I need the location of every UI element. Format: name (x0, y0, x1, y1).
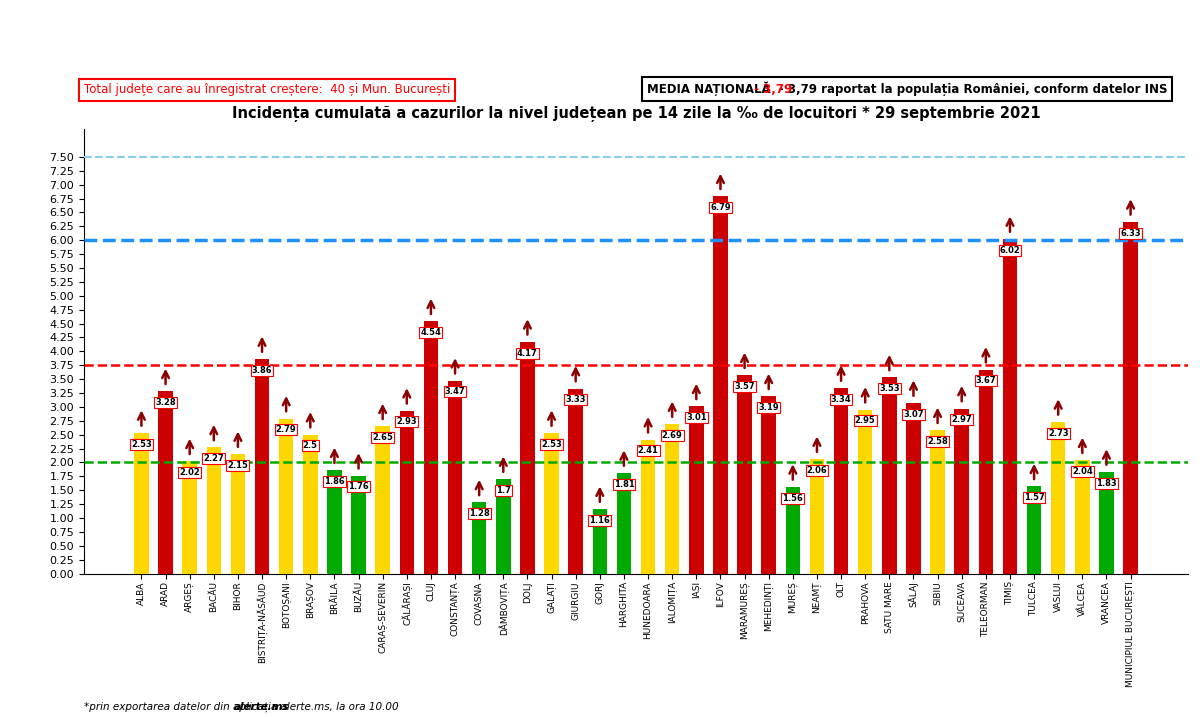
Text: 2.65: 2.65 (372, 433, 394, 442)
Bar (569, 389, 583, 574)
Bar (134, 433, 149, 574)
Bar (689, 407, 703, 574)
Text: 2.58: 2.58 (928, 437, 948, 446)
Bar (424, 321, 438, 574)
Bar (882, 377, 896, 574)
Bar (617, 473, 631, 574)
Bar (978, 370, 994, 574)
Text: 1.76: 1.76 (348, 483, 368, 491)
Text: 2.15: 2.15 (228, 461, 248, 470)
Bar (278, 419, 294, 574)
Text: 1.81: 1.81 (613, 480, 635, 489)
Text: *prin exportarea datelor din aplicația alerte.ms, la ora 10.00: *prin exportarea datelor din aplicația a… (84, 702, 398, 712)
Text: 3.67: 3.67 (976, 376, 996, 385)
Bar (545, 433, 559, 574)
Text: 2.73: 2.73 (1048, 429, 1068, 437)
Text: 2.79: 2.79 (276, 425, 296, 435)
Text: 2.04: 2.04 (1072, 467, 1093, 476)
Text: 6.33: 6.33 (1121, 229, 1141, 237)
Text: 1.7: 1.7 (496, 486, 511, 495)
Bar (1051, 422, 1066, 574)
Text: 3.57: 3.57 (734, 382, 755, 391)
Text: 2.93: 2.93 (396, 417, 418, 427)
Bar (906, 403, 920, 574)
Bar (400, 411, 414, 574)
Bar (593, 509, 607, 574)
Text: 2.27: 2.27 (204, 454, 224, 463)
Text: 1.16: 1.16 (589, 516, 611, 525)
Bar (665, 424, 679, 574)
Bar (1099, 472, 1114, 574)
Text: 1.28: 1.28 (469, 509, 490, 518)
Text: 3.07: 3.07 (904, 409, 924, 419)
Bar (472, 503, 486, 574)
Text: 2.41: 2.41 (637, 447, 659, 455)
Text: Total județe care au înregistrat creștere:  40 și Mun. București: Total județe care au înregistrat creșter… (84, 83, 450, 97)
Text: 4.54: 4.54 (420, 328, 442, 337)
Text: - 3,79: - 3,79 (750, 83, 792, 97)
Text: MEDIA NAȚIONALĂ  - 3,79 raportat la populația României, conform datelor INS: MEDIA NAȚIONALĂ - 3,79 raportat la popul… (647, 82, 1168, 97)
Text: 3.86: 3.86 (252, 366, 272, 375)
Bar (641, 440, 655, 574)
Text: alerte.ms: alerte.ms (234, 702, 289, 712)
Bar (786, 487, 800, 574)
Text: 1.83: 1.83 (1096, 478, 1117, 488)
Bar (254, 359, 269, 574)
Bar (834, 388, 848, 574)
Bar (158, 391, 173, 574)
Bar (1075, 460, 1090, 574)
Bar (1123, 222, 1138, 574)
Text: 2.53: 2.53 (131, 440, 151, 449)
Bar (520, 342, 535, 574)
Text: 2.69: 2.69 (662, 431, 683, 440)
Text: 3.33: 3.33 (565, 395, 586, 404)
Text: 2.5: 2.5 (302, 442, 318, 450)
Text: 2.97: 2.97 (952, 415, 972, 424)
Bar (376, 427, 390, 574)
Bar (182, 461, 197, 574)
Bar (930, 430, 944, 574)
Text: 6.79: 6.79 (710, 203, 731, 212)
Bar (737, 375, 752, 574)
Text: 2.53: 2.53 (541, 440, 562, 449)
Text: 3.01: 3.01 (686, 413, 707, 422)
Text: 1.86: 1.86 (324, 477, 344, 486)
Text: 3.53: 3.53 (880, 384, 900, 393)
Text: 2.06: 2.06 (806, 466, 827, 475)
Text: 1.56: 1.56 (782, 493, 803, 503)
Bar (496, 479, 510, 574)
Title: Incidența cumulată a cazurilor la nivel județean pe 14 zile la ‰ de locuitori * : Incidența cumulată a cazurilor la nivel … (232, 106, 1040, 122)
Bar (1003, 239, 1018, 574)
Bar (1027, 486, 1042, 574)
Bar (713, 196, 727, 574)
Bar (206, 447, 221, 574)
Bar (352, 476, 366, 574)
Bar (762, 397, 776, 574)
Bar (810, 459, 824, 574)
Bar (304, 435, 318, 574)
Text: 3.34: 3.34 (830, 394, 851, 404)
Text: 6.02: 6.02 (1000, 246, 1020, 255)
Text: 3.19: 3.19 (758, 403, 779, 412)
Text: 2.02: 2.02 (179, 468, 200, 477)
Text: 2.95: 2.95 (854, 417, 876, 425)
Bar (230, 454, 245, 574)
Text: 1.57: 1.57 (1024, 493, 1044, 502)
Bar (448, 381, 462, 574)
Text: 3.28: 3.28 (155, 398, 176, 407)
Bar (328, 470, 342, 574)
Text: 4.17: 4.17 (517, 348, 538, 358)
Bar (858, 409, 872, 574)
Text: 3.47: 3.47 (445, 387, 466, 397)
Bar (954, 409, 968, 574)
